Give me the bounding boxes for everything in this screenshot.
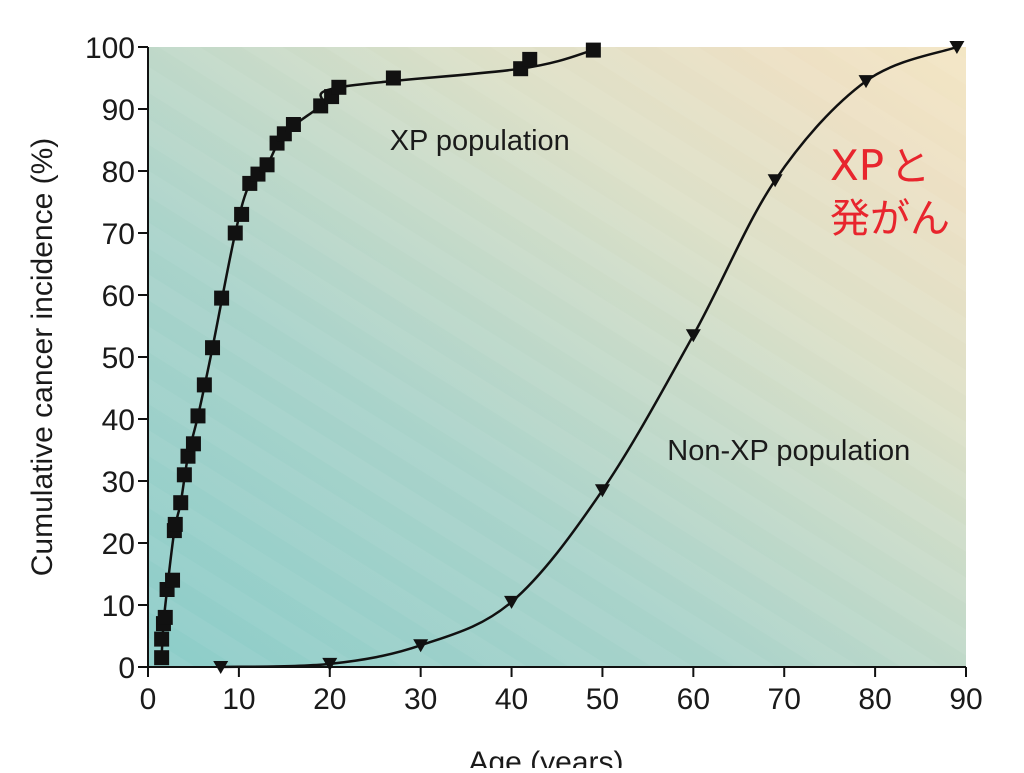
- overlay-note: XP と 発がん: [830, 141, 950, 242]
- y-tick-label: 70: [102, 218, 135, 251]
- data-point-triangle: [767, 174, 783, 188]
- data-point-square: [522, 51, 538, 67]
- annotations: XP population Non-XP population: [390, 125, 911, 467]
- series-non-xp: [213, 41, 965, 674]
- x-tick-label: 40: [495, 683, 528, 716]
- data-point-square: [585, 42, 601, 58]
- data-point-square: [205, 340, 221, 356]
- data-point-square: [227, 225, 243, 241]
- data-point-triangle: [594, 484, 610, 498]
- non-xp-population-label: Non-XP population: [667, 435, 910, 467]
- data-point-square: [234, 206, 250, 222]
- y-tick-label: 60: [102, 280, 135, 313]
- data-point-square: [185, 436, 201, 452]
- series-layer: [154, 41, 965, 674]
- data-point-square: [157, 609, 173, 625]
- data-point-triangle: [949, 41, 965, 54]
- data-point-triangle: [685, 329, 701, 343]
- data-point-triangle: [213, 661, 229, 674]
- x-tick-label: 20: [313, 683, 346, 716]
- y-axis-title: Cumulative cancer incidence (%): [26, 138, 59, 577]
- data-point-square: [173, 495, 189, 511]
- x-tick-label: 90: [949, 683, 982, 716]
- x-tick-label: 80: [858, 683, 891, 716]
- x-axis-title: Age (years): [468, 746, 623, 768]
- data-point-square: [285, 117, 301, 132]
- data-point-square: [385, 70, 401, 86]
- x-tick-label: 50: [586, 683, 619, 716]
- data-point-square: [176, 467, 192, 483]
- data-point-square: [165, 572, 181, 588]
- xp-population-label: XP population: [390, 125, 570, 157]
- y-tick-label: 40: [102, 404, 135, 437]
- data-point-square: [331, 79, 347, 95]
- note-line-1: XP と: [830, 141, 930, 190]
- note-latin: XP: [830, 141, 884, 190]
- data-point-square: [214, 290, 230, 306]
- y-tick-label: 100: [85, 32, 135, 65]
- data-point-square: [154, 631, 170, 647]
- x-tick-label: 70: [768, 683, 801, 716]
- x-tick-label: 60: [677, 683, 710, 716]
- data-point-square: [167, 516, 183, 532]
- y-axis-ticks: 0 10 20 30 40 50 60 70 80 90 100: [85, 32, 148, 685]
- y-tick-label: 0: [118, 652, 135, 685]
- x-axis-ticks: 0 10 20 30 40 50 60 70 80 90: [140, 667, 983, 716]
- note-kana: と: [890, 144, 930, 190]
- x-tick-label: 10: [222, 683, 255, 716]
- series-xp: [154, 42, 601, 666]
- y-tick-label: 90: [102, 94, 135, 127]
- data-point-triangle: [413, 639, 429, 653]
- data-point-triangle: [858, 75, 874, 89]
- data-point-square: [154, 650, 170, 666]
- data-point-square: [180, 448, 196, 464]
- x-tick-label: 30: [404, 683, 437, 716]
- series-line: [220, 45, 958, 669]
- y-tick-label: 20: [102, 528, 135, 561]
- data-point-triangle: [504, 595, 520, 609]
- x-tick-label: 0: [140, 683, 157, 716]
- y-tick-label: 50: [102, 342, 135, 375]
- data-point-square: [190, 408, 206, 424]
- data-point-square: [259, 157, 275, 173]
- data-point-triangle: [322, 657, 338, 671]
- data-point-square: [196, 377, 212, 393]
- y-tick-label: 10: [102, 590, 135, 623]
- y-tick-label: 80: [102, 156, 135, 189]
- y-tick-label: 30: [102, 466, 135, 499]
- note-line-2: 発がん: [830, 196, 950, 242]
